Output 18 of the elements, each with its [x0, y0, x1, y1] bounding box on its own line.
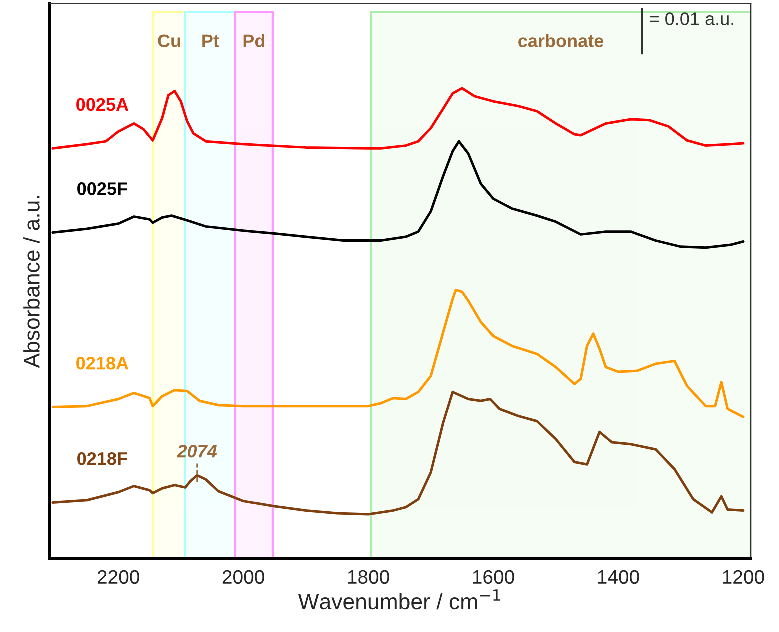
band-label: carbonate	[518, 34, 604, 48]
band-label: Pd	[244, 34, 265, 48]
x-tick-label: 2000	[222, 570, 264, 584]
series-label: 0218F	[78, 452, 128, 466]
band-label: Pt	[202, 34, 220, 48]
band-label: Cu	[158, 34, 180, 48]
x-tick-label: 1200	[723, 570, 764, 584]
x-tick-label: 1600	[473, 570, 514, 584]
text: = 0.01 a.u.	[650, 12, 734, 26]
series-label: 0025F	[78, 182, 128, 196]
annotation: 2074	[176, 444, 218, 458]
x-tick-label: 2200	[98, 570, 140, 584]
x-axis-title: Wavenumber / cm$^{−1}$	[298, 590, 500, 610]
y-axis-title: Absorbance / a.u.	[24, 196, 40, 368]
x-tick-label: 1400	[598, 570, 640, 584]
x-tick-label: 1800	[348, 570, 390, 584]
series-label: 0218A	[76, 357, 129, 370]
series-label: 0025A	[76, 98, 129, 112]
